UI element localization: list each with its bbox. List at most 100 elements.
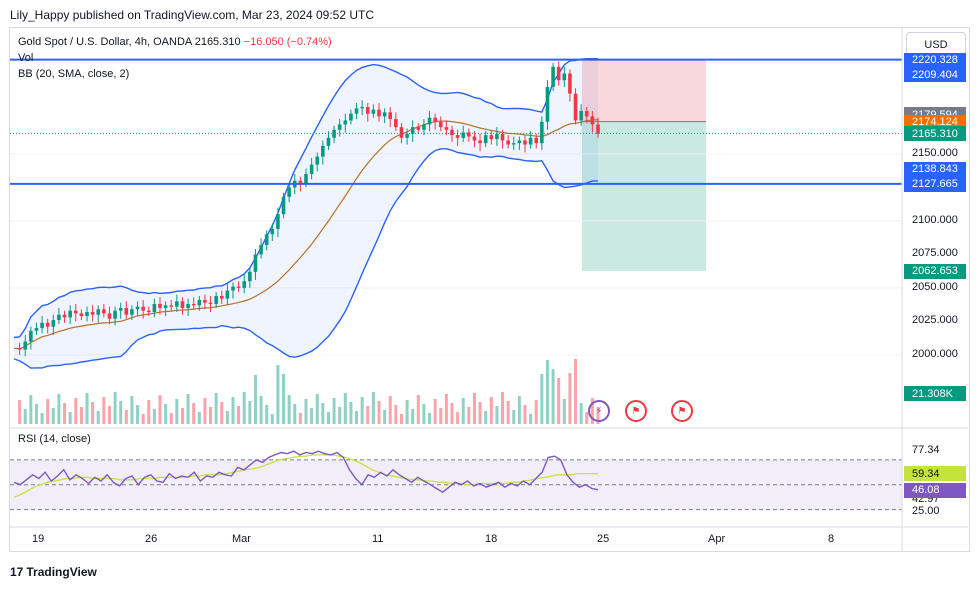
candle-body: [113, 310, 117, 319]
us-flag-icon[interactable]: ⚑: [671, 400, 693, 422]
candle-body: [326, 137, 331, 146]
candle-body: [394, 119, 398, 128]
candle-body: [163, 305, 168, 308]
time-axis-label: 18: [485, 533, 498, 545]
volume-bar: [495, 406, 499, 424]
candle-body: [253, 254, 258, 272]
candle-body: [146, 310, 151, 313]
rsi-legend[interactable]: RSI (14, close): [18, 433, 91, 445]
candle-body: [208, 302, 213, 304]
candle-body: [517, 140, 522, 144]
horizontal-levels: [10, 58, 902, 185]
candle-body: [365, 107, 370, 114]
volume-bar: [68, 412, 72, 424]
chart-frame: [9, 27, 970, 552]
volume-bar: [63, 403, 67, 424]
rsi-pane: [10, 27, 968, 552]
volume-bar: [355, 411, 359, 424]
candle-body: [124, 308, 129, 315]
volume-legend[interactable]: Vol: [18, 52, 34, 64]
time-axis-label: 26: [145, 533, 158, 545]
bb-lower-line: [13, 148, 599, 369]
volume-bar: [534, 400, 538, 424]
volume-bar: [107, 406, 111, 424]
volume-bar: [405, 400, 409, 424]
volume-bar: [231, 397, 235, 424]
candle-body: [270, 228, 275, 235]
candle-body: [444, 127, 449, 130]
volume-bar: [136, 405, 140, 424]
candle-body: [17, 348, 22, 350]
candle-body: [483, 135, 488, 144]
candle-body: [427, 117, 432, 125]
volume-bar: [276, 365, 280, 424]
candle-body: [545, 86, 550, 122]
volume-bar: [326, 412, 330, 424]
price-tag: 2062.653: [904, 263, 966, 279]
bb-upper-line: [13, 58, 598, 339]
volume-bar: [399, 414, 403, 424]
volume-bar: [512, 410, 516, 424]
price-axis-label: 2050.000: [912, 280, 958, 293]
candle-body: [152, 303, 157, 313]
volume-bar: [416, 395, 420, 424]
candle-body: [422, 124, 426, 130]
volume-bar: [506, 401, 510, 424]
price-change: −16.050 (−0.74%): [243, 36, 332, 48]
candle-body: [51, 320, 56, 327]
volume-bar: [315, 394, 319, 424]
candle-body: [461, 132, 466, 138]
candle-body: [45, 322, 50, 327]
candle-body: [203, 299, 207, 303]
candle-body: [360, 107, 364, 109]
candle-body: [197, 299, 202, 306]
bb-fill: [14, 58, 598, 369]
volume-bar: [574, 359, 578, 424]
volume-bar: [517, 396, 521, 424]
volume-bar: [293, 404, 297, 424]
candle-body: [298, 180, 303, 184]
candle-body: [158, 303, 162, 308]
tradingview-logo: 17: [10, 565, 24, 579]
volume-bar: [287, 395, 291, 424]
bb-legend[interactable]: BB (20, SMA, close, 2): [18, 68, 130, 80]
volume-bar: [377, 401, 381, 424]
volume-bar: [259, 396, 263, 424]
volume-bar: [265, 405, 269, 424]
us-flag-icon[interactable]: ⚑: [625, 400, 647, 422]
candle-body: [410, 127, 415, 134]
candle-body: [388, 112, 393, 120]
price-axis-label: 2000.000: [912, 347, 958, 360]
candle-body: [191, 303, 196, 306]
volume-bar: [545, 360, 549, 424]
tradingview-brand: 17 TradingView: [10, 565, 97, 579]
volume-bar: [366, 406, 370, 424]
candle-body: [405, 133, 409, 138]
volume-bar: [585, 412, 589, 424]
volume-bar: [456, 412, 460, 424]
volume-bar: [321, 403, 325, 424]
candle-body: [433, 117, 437, 122]
candle-body: [438, 121, 443, 128]
candle-body: [68, 310, 72, 318]
candle-body: [62, 314, 67, 318]
price-tag: 2209.404: [904, 67, 966, 83]
volume-bar: [40, 413, 44, 424]
volume-bar: [74, 398, 78, 424]
volume-bar: [557, 378, 561, 424]
candle-body: [573, 93, 578, 121]
candle-body: [528, 137, 533, 145]
volume-bar: [439, 408, 443, 424]
candle-body: [175, 301, 179, 307]
volume-bar: [489, 397, 493, 424]
volume-bar: [338, 407, 342, 424]
volume-bar: [562, 399, 566, 424]
volume-bar: [91, 402, 95, 424]
lightning-icon[interactable]: ⚡: [588, 400, 610, 422]
volume-bar: [225, 411, 229, 424]
volume-bar: [85, 393, 89, 424]
candle-body: [349, 113, 353, 121]
candle-body: [579, 111, 583, 121]
price-tag: 2127.665: [904, 176, 966, 192]
